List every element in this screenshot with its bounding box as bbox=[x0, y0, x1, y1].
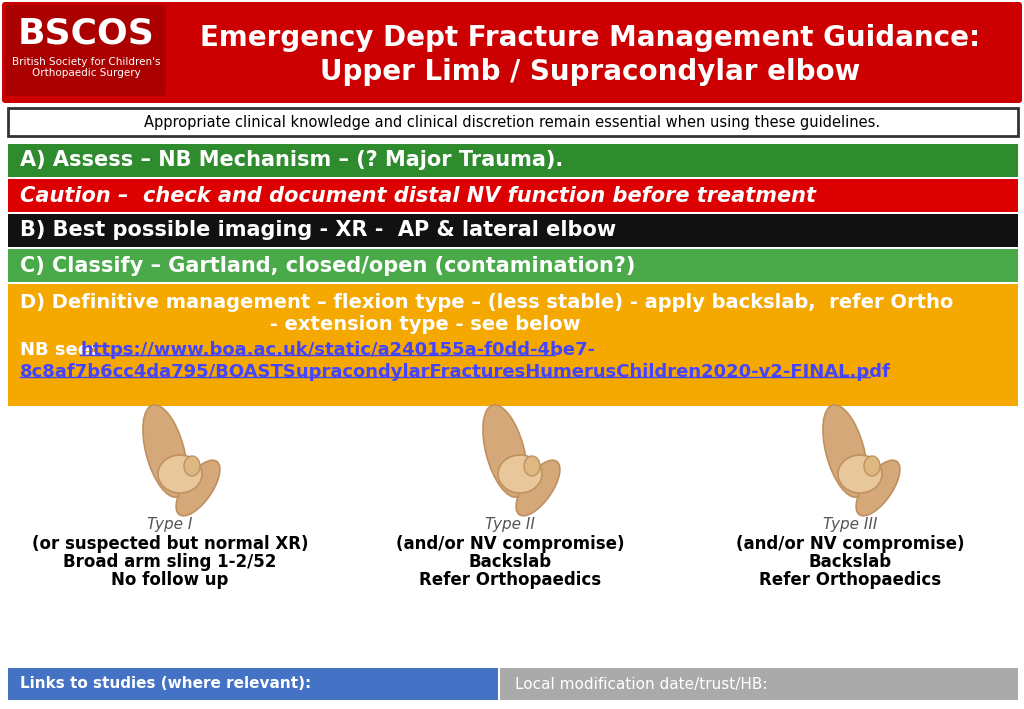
Text: (and/or NV compromise): (and/or NV compromise) bbox=[736, 535, 965, 553]
Text: Caution –  check and document distal NV function before treatment: Caution – check and document distal NV f… bbox=[20, 186, 816, 206]
Text: Type II: Type II bbox=[485, 516, 535, 532]
Bar bbox=[8, 214, 1018, 247]
Text: A) Assess – NB Mechanism – (? Major Trauma).: A) Assess – NB Mechanism – (? Major Trau… bbox=[20, 150, 563, 170]
Text: Type I: Type I bbox=[147, 516, 193, 532]
Bar bbox=[8, 249, 1018, 282]
FancyBboxPatch shape bbox=[5, 5, 166, 96]
Bar bbox=[8, 108, 1018, 136]
Text: Links to studies (where relevant):: Links to studies (where relevant): bbox=[20, 676, 311, 691]
Ellipse shape bbox=[823, 405, 867, 497]
Ellipse shape bbox=[864, 456, 880, 476]
Ellipse shape bbox=[176, 460, 220, 516]
Text: (and/or NV compromise): (and/or NV compromise) bbox=[395, 535, 625, 553]
Text: British Society for Children's: British Society for Children's bbox=[11, 57, 160, 67]
Ellipse shape bbox=[516, 460, 560, 516]
Text: No follow up: No follow up bbox=[112, 571, 228, 589]
Ellipse shape bbox=[158, 455, 202, 493]
Text: Backslab: Backslab bbox=[468, 553, 552, 571]
Bar bbox=[500, 668, 1018, 700]
Text: - extension type - see below: - extension type - see below bbox=[20, 315, 581, 333]
Text: D) Definitive management – flexion type – (less stable) - apply backslab,  refer: D) Definitive management – flexion type … bbox=[20, 293, 953, 311]
Text: https://www.boa.ac.uk/static/a240155a-f0dd-4be7-: https://www.boa.ac.uk/static/a240155a-f0… bbox=[80, 341, 595, 359]
Text: (or suspected but normal XR): (or suspected but normal XR) bbox=[32, 535, 308, 553]
Ellipse shape bbox=[483, 405, 527, 497]
Text: Backslab: Backslab bbox=[808, 553, 892, 571]
Bar bbox=[8, 179, 1018, 212]
Ellipse shape bbox=[856, 460, 900, 516]
Text: Appropriate clinical knowledge and clinical discretion remain essential when usi: Appropriate clinical knowledge and clini… bbox=[144, 114, 880, 130]
Ellipse shape bbox=[524, 456, 540, 476]
Bar bbox=[8, 284, 1018, 406]
Text: Type III: Type III bbox=[823, 516, 878, 532]
Ellipse shape bbox=[184, 456, 200, 476]
Text: Emergency Dept Fracture Management Guidance:: Emergency Dept Fracture Management Guida… bbox=[200, 24, 980, 52]
Ellipse shape bbox=[498, 455, 542, 493]
Text: Orthopaedic Surgery: Orthopaedic Surgery bbox=[32, 68, 140, 78]
Text: NB see:: NB see: bbox=[20, 341, 103, 359]
Text: 8c8af7b6cc4da795/BOASTSupracondylarFracturesHumerusChildren2020-v2-FINAL.pdf: 8c8af7b6cc4da795/BOASTSupracondylarFract… bbox=[20, 363, 891, 381]
Ellipse shape bbox=[143, 405, 187, 497]
Text: Refer Orthopaedics: Refer Orthopaedics bbox=[419, 571, 601, 589]
Text: B) Best possible imaging - XR -  AP & lateral elbow: B) Best possible imaging - XR - AP & lat… bbox=[20, 220, 616, 240]
Text: Local modification date/trust/HB:: Local modification date/trust/HB: bbox=[515, 676, 768, 691]
Text: Broad arm sling 1-2/52: Broad arm sling 1-2/52 bbox=[63, 553, 276, 571]
Text: Refer Orthopaedics: Refer Orthopaedics bbox=[759, 571, 941, 589]
FancyBboxPatch shape bbox=[2, 2, 1022, 103]
Bar bbox=[8, 668, 498, 700]
Text: BSCOS: BSCOS bbox=[17, 17, 155, 51]
Text: C) Classify – Gartland, closed/open (contamination?): C) Classify – Gartland, closed/open (con… bbox=[20, 255, 635, 276]
Ellipse shape bbox=[838, 455, 882, 493]
Text: Upper Limb / Supracondylar elbow: Upper Limb / Supracondylar elbow bbox=[319, 58, 860, 86]
Bar bbox=[8, 144, 1018, 177]
